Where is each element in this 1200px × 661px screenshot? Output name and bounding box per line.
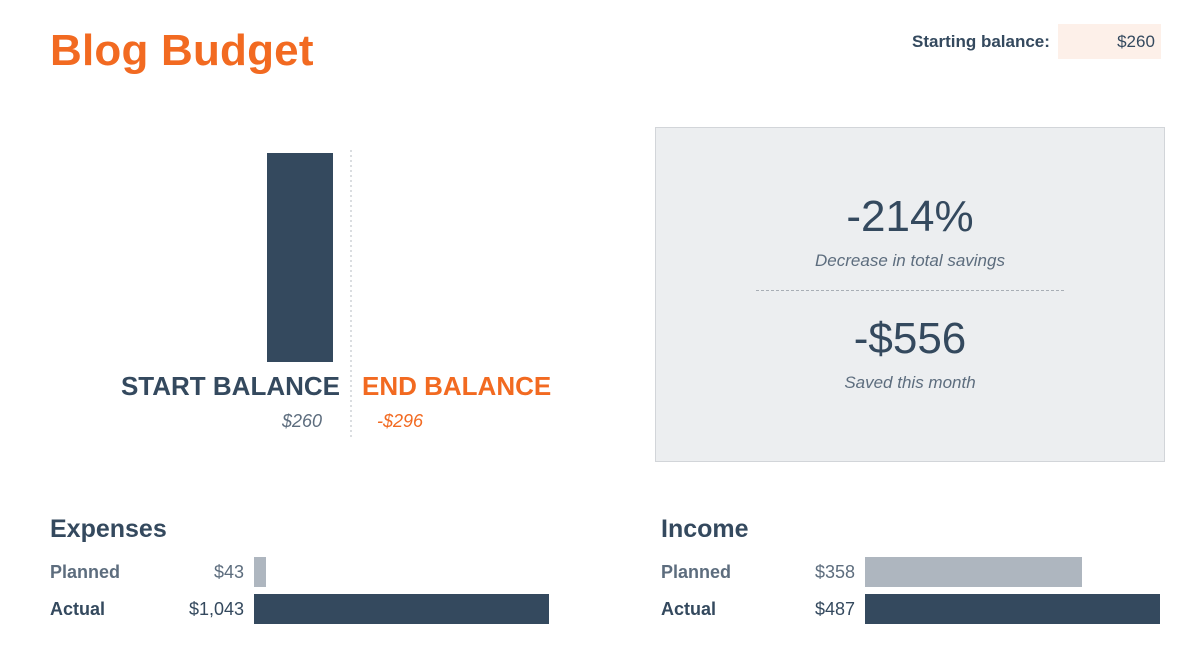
income-planned-bar: [865, 557, 1082, 587]
expenses-planned-value: $43: [213, 562, 244, 582]
end-balance-value: -$296: [377, 411, 424, 431]
expenses-actual-label: Actual: [50, 599, 106, 619]
start-balance-value: $260: [281, 411, 322, 431]
balance-chart: START BALANCE END BALANCE $260 -$296: [121, 150, 551, 438]
page-title: Blog Budget: [50, 26, 314, 75]
starting-balance-label: Starting balance:: [912, 31, 1050, 51]
income-title: Income: [661, 515, 749, 543]
income-actual-label: Actual: [661, 599, 717, 619]
summary-divider: [756, 290, 1064, 291]
income-planned-value: $358: [814, 562, 855, 582]
income-planned-row: Planned $358: [661, 557, 1161, 587]
income-actual-row: Actual $487: [661, 594, 1161, 624]
expenses-planned-bar: [254, 557, 267, 587]
expenses-planned-row: Planned $43: [50, 557, 550, 587]
income-actual-value: $487: [814, 599, 855, 619]
income-planned-label: Planned: [661, 562, 732, 582]
summary-panel: -214% Decrease in total savings -$556 Sa…: [655, 127, 1165, 462]
expenses-actual-bar: [254, 594, 549, 624]
end-balance-label: END BALANCE: [362, 371, 551, 401]
income-actual-bar: [865, 594, 1160, 624]
start-balance-label: START BALANCE: [121, 371, 340, 401]
saved-amount-label: Saved this month: [844, 373, 976, 392]
start-balance-bar: [267, 153, 333, 362]
expenses-actual-value: $1,043: [188, 599, 244, 619]
savings-percent-label: Decrease in total savings: [815, 251, 1005, 270]
starting-balance-input[interactable]: $260: [1057, 24, 1161, 59]
savings-percent: -214%: [846, 192, 974, 241]
expenses-actual-row: Actual $1,043: [50, 594, 550, 624]
saved-amount: -$556: [853, 314, 967, 363]
expenses-title: Expenses: [50, 515, 167, 543]
expenses-planned-label: Planned: [50, 562, 121, 582]
starting-balance: Starting balance: $260: [912, 24, 1161, 59]
